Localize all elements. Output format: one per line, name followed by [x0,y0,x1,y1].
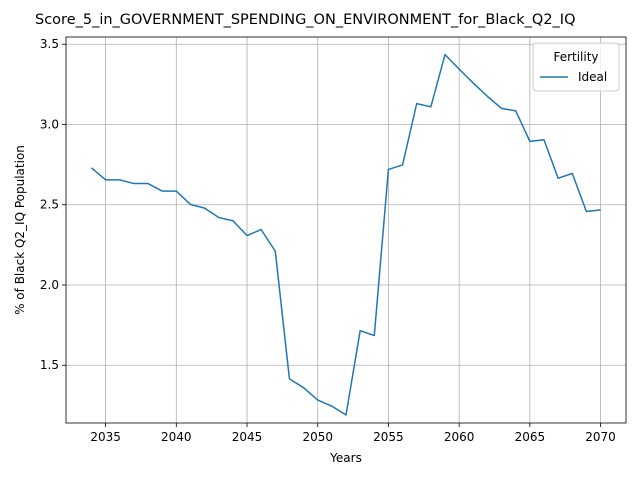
x-tick-label: 2040 [161,430,192,444]
x-tick-label: 2070 [585,430,616,444]
y-tick-label: 3.0 [40,117,59,131]
y-tick-label: 3.5 [40,37,59,51]
grid-lines [66,37,626,423]
legend-title: Fertility [553,50,598,64]
x-axis-ticks: 2035 2040 2045 2050 2055 2060 2065 2070 [90,423,616,444]
plot-frame [65,36,627,424]
legend-entry-ideal: Ideal [578,70,607,84]
x-tick-label: 2050 [302,430,333,444]
x-tick-label: 2060 [444,430,475,444]
x-axis-label: Years [329,451,362,465]
series-layer [90,53,601,416]
y-tick-label: 1.5 [40,358,59,372]
x-tick-label: 2035 [90,430,121,444]
y-axis-label: % of Black Q2_IQ Population [13,145,27,315]
legend-box [532,42,620,92]
chart-title: Score_5_in_GOVERNMENT_SPENDING_ON_ENVIRO… [35,12,575,28]
y-axis-ticks: 1.5 2.0 2.5 3.0 3.5 [40,37,66,372]
x-tick-label: 2055 [373,430,404,444]
y-tick-label: 2.0 [40,278,59,292]
legend: Fertility Ideal [532,42,620,92]
x-tick-label: 2065 [515,430,546,444]
series-line-ideal [90,53,601,416]
y-tick-label: 2.5 [40,198,59,212]
x-tick-label: 2045 [232,430,263,444]
